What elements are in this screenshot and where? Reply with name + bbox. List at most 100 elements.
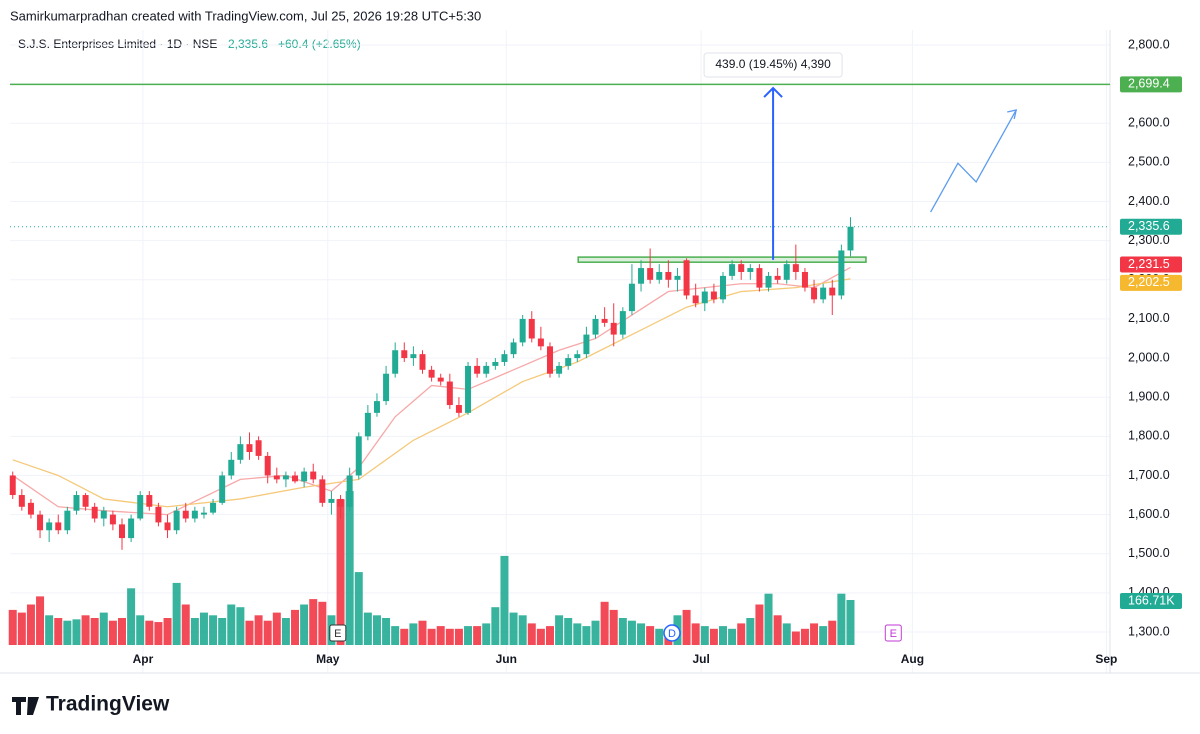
target-tag: 2,699.4 bbox=[1128, 77, 1170, 91]
volume-bar bbox=[90, 618, 99, 645]
candle-body bbox=[137, 495, 144, 519]
volume-bar bbox=[409, 623, 418, 645]
projection bbox=[930, 109, 1017, 213]
event-badge bbox=[663, 624, 681, 642]
volume-bar bbox=[218, 618, 227, 645]
candle-body bbox=[647, 268, 654, 280]
event-badge bbox=[884, 624, 902, 642]
measure-label: 439.0 (19.45%) 4,390 bbox=[715, 57, 831, 71]
x-tick-label: May bbox=[316, 652, 340, 666]
volume-bar bbox=[718, 626, 727, 645]
candle-body bbox=[674, 275, 681, 280]
candle-body bbox=[319, 479, 326, 503]
volume-bar bbox=[372, 615, 381, 645]
candle-body bbox=[146, 495, 153, 507]
ma-tag: 2,202.5 bbox=[1128, 275, 1170, 289]
volume-bar bbox=[837, 593, 846, 645]
candle-body bbox=[765, 275, 772, 288]
x-tick-label: Jun bbox=[496, 652, 517, 666]
volume-bar bbox=[491, 607, 500, 645]
volume-bar bbox=[81, 615, 90, 645]
candle-body bbox=[556, 365, 563, 374]
candle-body bbox=[401, 350, 408, 359]
x-tick-label: Jul bbox=[692, 652, 709, 666]
volume-bar bbox=[637, 623, 646, 645]
candle-body bbox=[410, 354, 417, 359]
volume-bar bbox=[336, 499, 345, 645]
measure-head bbox=[763, 86, 783, 98]
candle-body bbox=[510, 342, 517, 355]
volume-bar bbox=[618, 618, 627, 645]
candle-body bbox=[219, 475, 226, 503]
candle-body bbox=[37, 514, 44, 531]
candle-body bbox=[200, 512, 207, 515]
volume-bar bbox=[527, 623, 536, 645]
y-tick-label: 2,000.0 bbox=[1128, 350, 1170, 364]
candle-body bbox=[237, 444, 244, 460]
candle-body bbox=[619, 311, 626, 335]
volume-bar bbox=[318, 601, 327, 645]
candle-body bbox=[128, 518, 135, 539]
candle-body bbox=[228, 459, 235, 476]
volume-bar bbox=[26, 604, 35, 645]
volume-bar bbox=[382, 618, 391, 645]
volume-bar bbox=[454, 628, 463, 645]
volume-bar bbox=[737, 623, 746, 645]
zone bbox=[577, 256, 867, 263]
candle-body bbox=[337, 498, 344, 507]
candle-body bbox=[519, 318, 526, 343]
volume-bar bbox=[181, 604, 190, 645]
volume-bar bbox=[291, 609, 300, 645]
candle-body bbox=[701, 291, 708, 304]
moving-average bbox=[12, 278, 851, 508]
candle-body bbox=[182, 510, 189, 519]
header-price: 2,335.6 bbox=[228, 37, 268, 51]
volume-bar bbox=[791, 631, 800, 645]
candle-body bbox=[474, 365, 481, 374]
volume-bar bbox=[63, 620, 72, 645]
volume-bar bbox=[509, 612, 518, 645]
volume-bar bbox=[236, 607, 245, 645]
candle-body bbox=[346, 475, 353, 507]
candle-body bbox=[428, 369, 435, 378]
volume-bar bbox=[819, 626, 828, 645]
candle-body bbox=[82, 495, 89, 507]
volume-bar bbox=[354, 572, 363, 645]
candle-body bbox=[638, 268, 645, 284]
y-tick-label: 1,300.0 bbox=[1128, 624, 1170, 638]
event-badge bbox=[329, 624, 347, 642]
event-label: D bbox=[668, 628, 676, 640]
y-tick-label: 2,600.0 bbox=[1128, 116, 1170, 130]
volume-bar bbox=[209, 615, 218, 645]
volume-tag: 166.71K bbox=[1128, 593, 1175, 607]
candle-body bbox=[27, 502, 34, 515]
volume-bar bbox=[846, 599, 855, 645]
volume-bar bbox=[400, 628, 409, 645]
volume-bar bbox=[17, 612, 26, 645]
volume-bar bbox=[99, 612, 108, 645]
volume-bar bbox=[728, 628, 737, 645]
y-tick-label: 1,900.0 bbox=[1128, 389, 1170, 403]
candle-body bbox=[546, 346, 553, 374]
candle-body bbox=[465, 365, 472, 413]
candle-body bbox=[155, 506, 162, 523]
candle-body bbox=[683, 260, 690, 296]
symbol: S.J.S. Enterprises Limited · 1D · NSE bbox=[18, 37, 217, 51]
candle-body bbox=[501, 354, 508, 362]
candle-body bbox=[656, 271, 663, 280]
candle-body bbox=[492, 361, 499, 366]
volume-tag-box bbox=[1120, 593, 1182, 609]
volume-bar bbox=[72, 619, 81, 645]
candle-body bbox=[792, 264, 799, 272]
candle-body bbox=[364, 412, 371, 437]
volume-bar bbox=[828, 620, 837, 645]
volume-bar bbox=[682, 609, 691, 645]
volume-bar bbox=[8, 609, 17, 645]
candle-body bbox=[119, 524, 126, 539]
logo-icon bbox=[12, 697, 39, 715]
y-tick-label: 1,600.0 bbox=[1128, 507, 1170, 521]
candle-body bbox=[756, 268, 763, 288]
ma-tag-box bbox=[1120, 256, 1182, 273]
candle-body bbox=[100, 510, 107, 519]
candle-body bbox=[91, 506, 98, 519]
